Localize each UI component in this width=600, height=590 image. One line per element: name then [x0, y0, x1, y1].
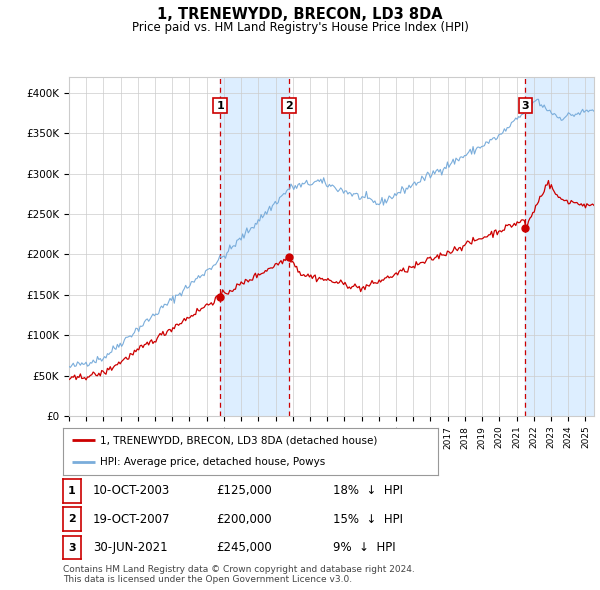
Text: 1, TRENEWYDD, BRECON, LD3 8DA (detached house): 1, TRENEWYDD, BRECON, LD3 8DA (detached … — [101, 435, 378, 445]
Text: 1: 1 — [216, 100, 224, 110]
Text: Price paid vs. HM Land Registry's House Price Index (HPI): Price paid vs. HM Land Registry's House … — [131, 21, 469, 34]
Text: 3: 3 — [521, 100, 529, 110]
Text: 9%  ↓  HPI: 9% ↓ HPI — [333, 541, 395, 554]
Text: 15%  ↓  HPI: 15% ↓ HPI — [333, 513, 403, 526]
Text: £125,000: £125,000 — [216, 484, 272, 497]
Text: £245,000: £245,000 — [216, 541, 272, 554]
Text: £200,000: £200,000 — [216, 513, 272, 526]
Text: 10-OCT-2003: 10-OCT-2003 — [93, 484, 170, 497]
Text: 19-OCT-2007: 19-OCT-2007 — [93, 513, 170, 526]
Text: 18%  ↓  HPI: 18% ↓ HPI — [333, 484, 403, 497]
Text: Contains HM Land Registry data © Crown copyright and database right 2024.
This d: Contains HM Land Registry data © Crown c… — [63, 565, 415, 584]
Bar — [525, 77, 594, 416]
Text: 3: 3 — [68, 543, 76, 552]
Text: 1: 1 — [68, 486, 76, 496]
Text: 2: 2 — [285, 100, 293, 110]
Text: 2: 2 — [68, 514, 76, 524]
Text: 1, TRENEWYDD, BRECON, LD3 8DA: 1, TRENEWYDD, BRECON, LD3 8DA — [157, 7, 443, 22]
Text: HPI: Average price, detached house, Powys: HPI: Average price, detached house, Powy… — [101, 457, 326, 467]
Bar — [220, 77, 289, 416]
Text: 30-JUN-2021: 30-JUN-2021 — [93, 541, 167, 554]
